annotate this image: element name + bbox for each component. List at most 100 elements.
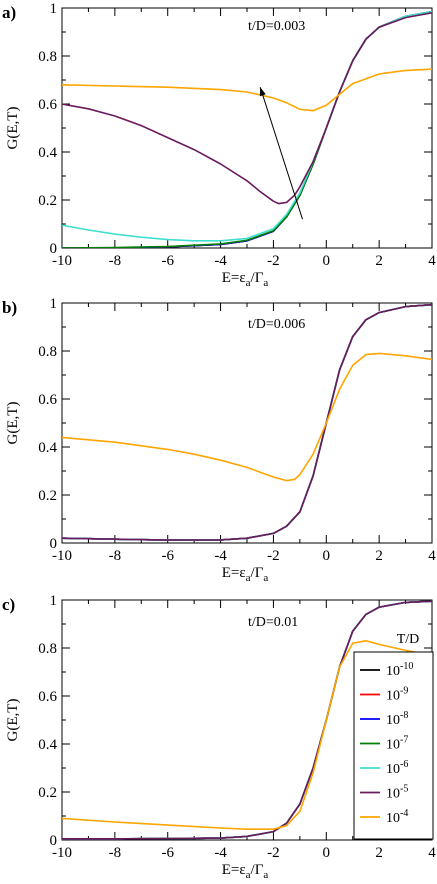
y-tick-label: 1 — [50, 296, 58, 312]
y-tick-label: 0.2 — [38, 488, 57, 504]
series-line-10^-4 — [62, 68, 432, 112]
x-axis-label-part: E=ε — [222, 270, 246, 286]
legend-entry-label: 10-8 — [386, 710, 408, 728]
legend-entry-base: 10 — [386, 762, 400, 777]
series-line-10^-8 — [62, 10, 432, 248]
series-line-10^-7 — [62, 303, 432, 541]
y-axis-label: G(E,T) — [5, 402, 21, 445]
x-tick-label: 0 — [323, 548, 331, 564]
y-tick-label: 0.6 — [38, 97, 57, 113]
x-axis-label-subscript: a — [246, 572, 251, 584]
x-tick-label: 4 — [428, 845, 436, 861]
x-axis-label: E=εa/Γa — [222, 862, 269, 881]
y-tick-label: 0.2 — [38, 785, 57, 801]
y-tick-label: 0.8 — [38, 49, 57, 65]
x-axis-label-subscript: a — [246, 277, 251, 289]
legend-entry-exponent: -5 — [400, 784, 408, 795]
x-tick-label: -4 — [214, 253, 227, 269]
panel-annotation: t/D=0.006 — [248, 317, 305, 332]
legend-entry-label: 10-4 — [386, 808, 408, 826]
x-tick-label: 2 — [375, 548, 383, 564]
legend-entry-base: 10 — [386, 689, 400, 704]
y-tick-label: 0.8 — [38, 641, 57, 657]
legend-entry-label: 10-9 — [386, 686, 408, 704]
legend-title: T/D — [397, 632, 420, 647]
x-tick-label: -6 — [161, 845, 174, 861]
y-tick-label: 0.8 — [38, 344, 57, 360]
x-tick-label: 4 — [428, 253, 436, 269]
arrow-head — [259, 87, 266, 97]
series-line-10^-10 — [62, 303, 432, 541]
legend-entry-exponent: -4 — [400, 808, 408, 819]
panel-1: -10 -8 -6 -4 -2 0 2 4 0 0.2 0.4 0.6 0.8 1 t/D=0.003 a) G… — [2, 1, 436, 289]
x-tick-label: -4 — [214, 548, 227, 564]
y-tick-label: 0 — [50, 536, 58, 552]
x-tick-label: -6 — [161, 548, 174, 564]
series-group — [62, 10, 432, 248]
x-tick-label: 4 — [428, 548, 436, 564]
series-line-10^-10 — [62, 10, 432, 248]
legend-entry-exponent: -8 — [400, 710, 408, 721]
x-axis-label-subscript: a — [263, 572, 268, 584]
x-tick-label: 0 — [323, 845, 331, 861]
series-line-10^-5 — [62, 600, 432, 840]
legend-entry-label: 10-10 — [386, 661, 413, 679]
plot-frame — [61, 302, 433, 544]
x-tick-label: -4 — [214, 845, 227, 861]
x-tick-label: -8 — [109, 548, 122, 564]
series-line-10^-6 — [62, 10, 432, 242]
y-tick-label: 0.6 — [38, 689, 57, 705]
panel-2: -10 -8 -6 -4 -2 0 2 4 0 0.2 0.4 0.6 0.8 1 t/D=0.006 b) G… — [2, 296, 436, 584]
legend-entry-exponent: -6 — [400, 759, 408, 770]
x-tick-label: -8 — [109, 253, 122, 269]
x-axis-label-part: E=ε — [222, 565, 246, 581]
x-axis-label-part: /Γ — [251, 270, 264, 286]
plot-frame — [61, 7, 433, 249]
series-line-10^-4 — [62, 352, 432, 482]
legend-entry-base: 10 — [386, 664, 400, 679]
legend-entry-base: 10 — [386, 811, 400, 826]
legend-entry-exponent: -9 — [400, 686, 408, 697]
series-line-10^-9 — [62, 10, 432, 248]
legend-entry-label: 10-6 — [386, 759, 408, 777]
y-tick-label: 1 — [50, 1, 58, 17]
y-tick-label: 1 — [50, 593, 58, 609]
x-axis-label-subscript: a — [263, 869, 268, 881]
legend-entry-base: 10 — [386, 787, 400, 802]
x-tick-label: 2 — [375, 845, 383, 861]
x-axis-label-part: /Γ — [251, 565, 264, 581]
series-group — [62, 303, 432, 541]
y-tick-label: 0 — [50, 833, 58, 849]
legend-entry-base: 10 — [386, 713, 400, 728]
x-axis-label: E=εa/Γa — [222, 565, 269, 584]
panel-annotation: t/D=0.003 — [248, 19, 305, 34]
legend-entry-exponent: -10 — [400, 661, 413, 672]
panel-label: c) — [2, 595, 15, 614]
x-tick-label: -8 — [109, 845, 122, 861]
y-tick-label: 0.4 — [38, 737, 57, 753]
series-group — [62, 600, 432, 840]
x-tick-label: -10 — [52, 253, 72, 269]
x-tick-label: 0 — [323, 253, 331, 269]
series-line-10^-6 — [62, 303, 432, 541]
y-tick-label: 0.2 — [38, 193, 57, 209]
series-line-10^-5 — [62, 12, 432, 205]
x-axis-label-subscript: a — [263, 277, 268, 289]
panel-label: a) — [2, 3, 16, 22]
x-tick-label: -2 — [267, 548, 280, 564]
x-tick-label: -10 — [52, 548, 72, 564]
y-axis-label: G(E,T) — [5, 699, 21, 742]
x-axis-label-part: /Γ — [251, 862, 264, 878]
panel-annotation: t/D=0.01 — [248, 615, 298, 630]
legend-box — [353, 651, 434, 840]
series-line-10^-7 — [62, 10, 432, 248]
y-axis-label: G(E,T) — [5, 107, 21, 150]
y-tick-label: 0 — [50, 241, 58, 257]
series-line-10^-4 — [62, 640, 432, 830]
series-line-10^-8 — [62, 303, 432, 541]
x-axis-label: E=εa/Γa — [222, 270, 269, 289]
y-tick-label: 0.6 — [38, 392, 57, 408]
x-tick-label: -2 — [267, 253, 280, 269]
